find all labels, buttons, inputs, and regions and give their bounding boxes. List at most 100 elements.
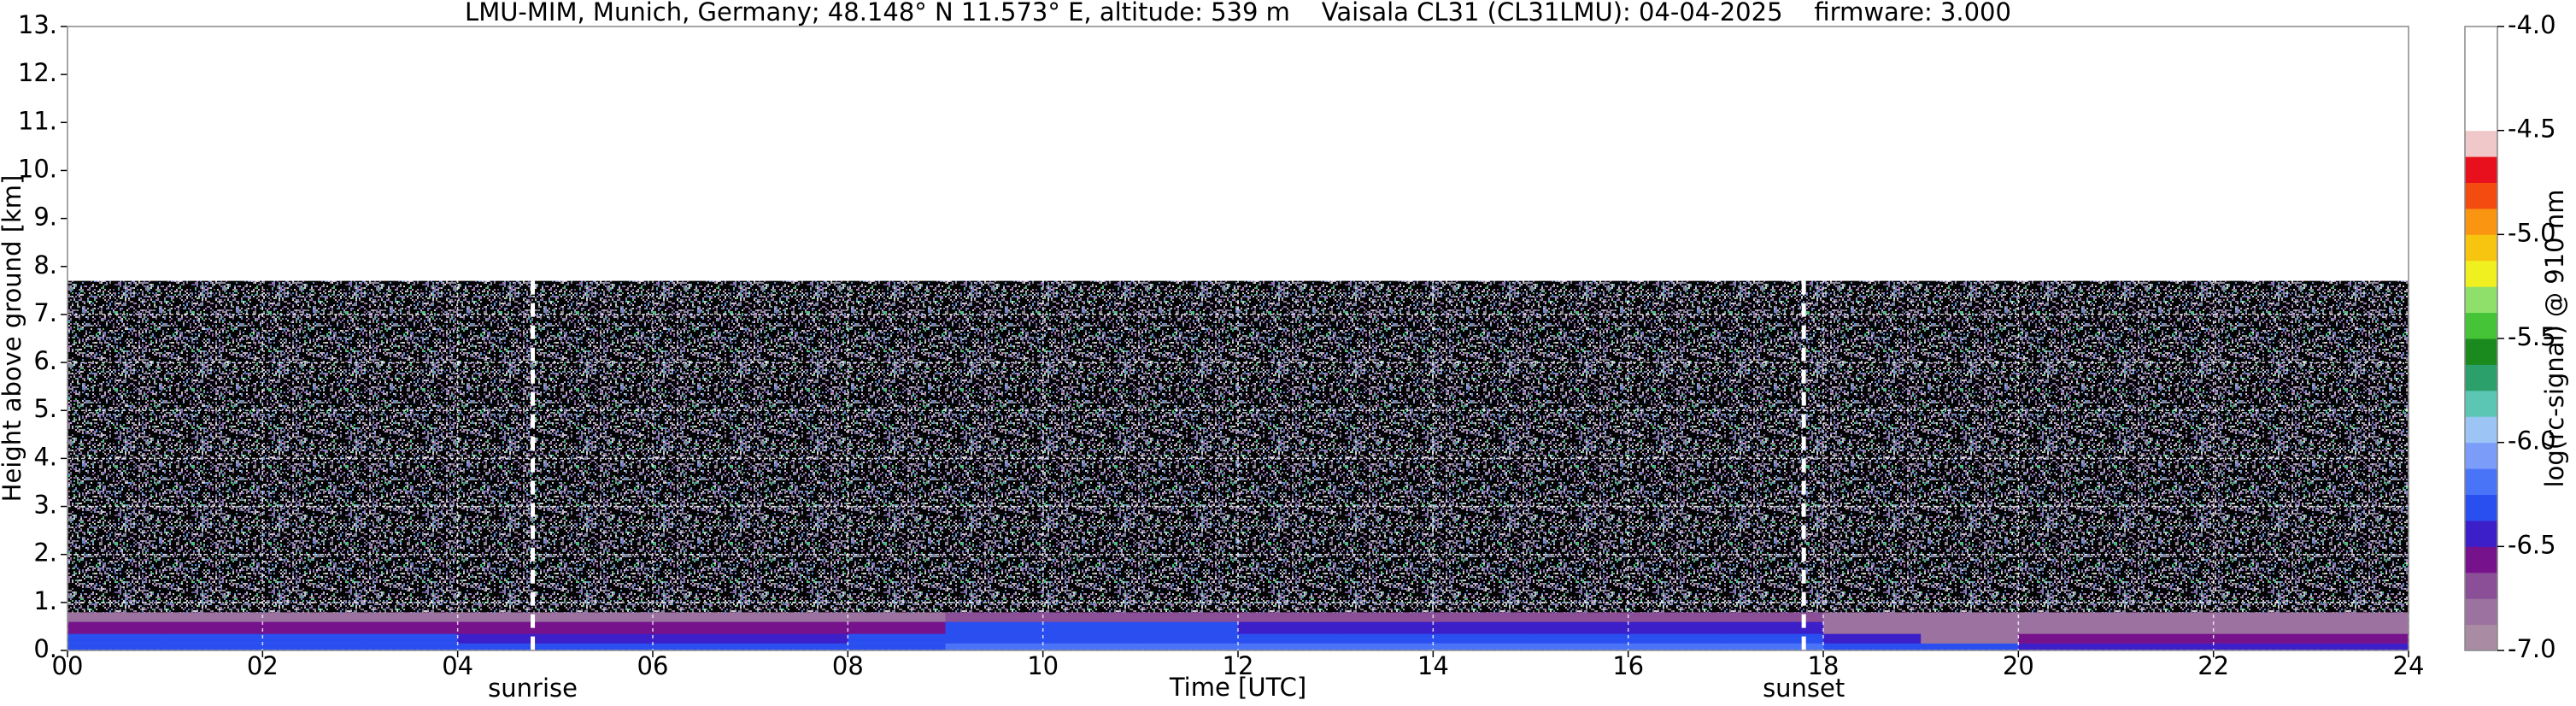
heat-cell	[653, 280, 751, 613]
x-axis-label: Time [UTC]	[1169, 673, 1306, 702]
colorbar-swatch	[2465, 468, 2497, 495]
x-tick-label: 14	[1417, 651, 1449, 680]
heat-cell	[1335, 633, 1434, 644]
heat-cell	[457, 280, 556, 613]
colorbar-swatch	[2465, 182, 2497, 209]
heat-cell	[67, 643, 166, 651]
heat-cell	[1140, 633, 1239, 644]
x-tick-label: 16	[1612, 651, 1644, 680]
heat-cell	[1628, 612, 1727, 622]
heat-cell	[848, 643, 947, 651]
heat-cell	[1433, 621, 1532, 634]
heat-cell	[848, 633, 947, 644]
heat-cell	[1921, 280, 2019, 613]
x-tick-label: 10	[1027, 651, 1059, 680]
heat-cell	[1823, 280, 1922, 613]
heat-cell	[2115, 643, 2215, 651]
y-tick-label: 11.	[18, 106, 57, 135]
colorbar-swatch	[2465, 78, 2497, 105]
heat-cell	[165, 643, 263, 651]
heat-cell	[555, 643, 654, 651]
colorbar-tick-label: -7.0	[2508, 634, 2556, 663]
heat-cell	[1335, 643, 1434, 651]
colorbar-swatch	[2465, 624, 2497, 651]
heat-cell	[1628, 621, 1727, 634]
heat-cell	[457, 633, 556, 644]
heat-cell	[555, 612, 654, 622]
x-tick-label: 22	[2198, 651, 2229, 680]
heat-cell	[67, 633, 166, 644]
heat-cell	[2115, 633, 2215, 644]
heat-cell	[848, 612, 947, 622]
heat-cell	[2310, 643, 2409, 651]
y-tick-label: 3.	[33, 491, 57, 520]
heat-cell	[360, 633, 459, 644]
y-tick-label: 1.	[33, 586, 57, 615]
heat-cell	[165, 621, 263, 634]
heat-cell	[1530, 633, 1629, 644]
heat-cell	[1238, 643, 1336, 651]
colorbar-swatch	[2465, 312, 2497, 339]
colorbar-swatch	[2465, 572, 2497, 599]
colorbar-swatch	[2465, 442, 2497, 469]
heat-cell	[1628, 280, 1727, 613]
heat-cell	[945, 643, 1044, 651]
heat-cell	[750, 280, 848, 613]
x-tick-label: 08	[832, 651, 864, 680]
x-tick-label: 24	[2393, 651, 2425, 680]
colorbar-swatch	[2465, 546, 2497, 574]
colorbar-tick-label: -5.5	[2508, 322, 2556, 351]
heat-cell	[2213, 612, 2312, 622]
colorbar-swatch	[2465, 104, 2497, 132]
heat-cell	[1335, 621, 1434, 634]
heat-cell	[1140, 621, 1239, 634]
heat-cell	[945, 612, 1044, 622]
heat-cell	[653, 612, 751, 622]
colorbar-tick-label: -4.0	[2508, 10, 2556, 39]
heat-cell	[1823, 643, 1922, 651]
heat-cell	[2213, 633, 2312, 644]
heat-cell	[1042, 612, 1141, 622]
colorbar-swatch	[2465, 494, 2497, 521]
x-tick-label: 12	[1223, 651, 1254, 680]
heat-cell	[2213, 621, 2312, 634]
heat-cell	[1042, 280, 1141, 613]
heat-cell	[848, 621, 947, 634]
colorbar-swatch	[2465, 260, 2497, 287]
colorbar-swatch	[2465, 598, 2497, 626]
chart-title: LMU-MIM, Munich, Germany; 48.148° N 11.5…	[465, 0, 2011, 26]
colorbar-swatch	[2465, 130, 2497, 157]
heat-cell	[1823, 633, 1922, 644]
heat-cell	[1628, 633, 1727, 644]
colorbar-swatch	[2465, 338, 2497, 365]
heat-cell	[457, 612, 556, 622]
heat-cell	[360, 612, 459, 622]
heat-cell	[165, 280, 263, 613]
colorbar-tick-label: -6.5	[2508, 530, 2556, 559]
heat-cell	[1921, 612, 2019, 622]
colorbar-tick-label: -5.0	[2508, 218, 2556, 247]
x-tick-label: 00	[52, 651, 84, 680]
heat-cell	[1433, 633, 1532, 644]
colorbar-swatch	[2465, 52, 2497, 79]
x-tick-label: 04	[442, 651, 473, 680]
heat-cell	[750, 633, 848, 644]
heat-cell	[750, 621, 848, 634]
heat-cell	[165, 633, 263, 644]
y-tick-label: 4.	[33, 442, 57, 471]
heat-cell	[1921, 621, 2019, 634]
heat-cell	[262, 621, 361, 634]
heat-cell	[1823, 621, 1922, 634]
heat-cell	[1823, 612, 1922, 622]
heat-cell	[945, 621, 1044, 634]
x-tick-label: 18	[1808, 651, 1840, 680]
heat-cell	[1530, 621, 1629, 634]
heat-cell	[750, 643, 848, 651]
heat-cell	[2018, 633, 2117, 644]
annotation-label: sunset	[1763, 674, 1845, 703]
heat-cell	[1335, 280, 1434, 613]
heat-cell	[2310, 621, 2409, 634]
heat-cell	[2018, 643, 2117, 651]
